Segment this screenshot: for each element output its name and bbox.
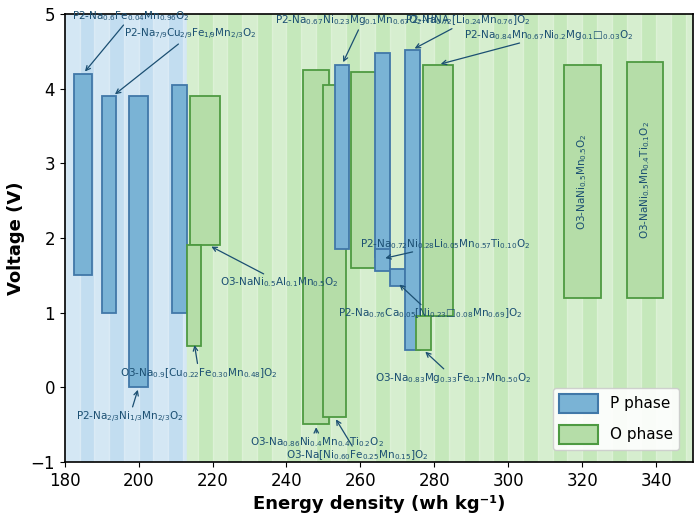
- Bar: [187, 14, 693, 462]
- Text: P2-Na$_{0.6}$Fe$_{0.04}$Mn$_{0.96}$O$_2$: P2-Na$_{0.6}$Fe$_{0.04}$Mn$_{0.96}$O$_2$: [72, 9, 190, 70]
- Text: O3-Na$_{0.9}$[Cu$_{0.22}$Fe$_{0.30}$Mn$_{0.48}$]O$_2$: O3-Na$_{0.9}$[Cu$_{0.22}$Fe$_{0.30}$Mn$_…: [120, 346, 278, 380]
- Bar: [508, 14, 523, 462]
- Text: P2-Na$_{2/3}$Ni$_{1/3}$Mn$_{2/3}$O$_2$: P2-Na$_{2/3}$Ni$_{1/3}$Mn$_{2/3}$O$_2$: [76, 391, 183, 425]
- Bar: [74, 74, 92, 275]
- Bar: [301, 14, 316, 462]
- Bar: [331, 14, 346, 462]
- Text: O3-NaNi$_{0.5}$Mn$_{0.5}$O$_2$: O3-NaNi$_{0.5}$Mn$_{0.5}$O$_2$: [575, 133, 589, 229]
- Bar: [335, 64, 349, 249]
- Bar: [153, 14, 168, 462]
- Bar: [375, 249, 390, 271]
- Bar: [303, 70, 329, 424]
- Text: P2-Na$_{0.67}$Ni$_{0.23}$Mg$_{0.1}$Mn$_{0.67}$O$_2$-HNA: P2-Na$_{0.67}$Ni$_{0.23}$Mg$_{0.1}$Mn$_{…: [275, 14, 451, 61]
- Legend: P phase, O phase: P phase, O phase: [554, 388, 679, 450]
- Bar: [390, 14, 405, 462]
- Bar: [213, 14, 228, 462]
- Text: O3-NaNi$_{0.5}$Al$_{0.1}$Mn$_{0.5}$O$_2$: O3-NaNi$_{0.5}$Al$_{0.1}$Mn$_{0.5}$O$_2$: [213, 247, 339, 289]
- Text: O3-Na[Ni$_{0.60}$Fe$_{0.25}$Mn$_{0.15}$]O$_2$: O3-Na[Ni$_{0.60}$Fe$_{0.25}$Mn$_{0.15}$]…: [286, 421, 429, 462]
- Bar: [360, 14, 375, 462]
- Bar: [323, 85, 346, 417]
- Bar: [568, 14, 582, 462]
- Bar: [64, 14, 187, 462]
- Text: O3-Na$_{0.83}$Mg$_{0.33}$Fe$_{0.17}$Mn$_{0.50}$O$_2$: O3-Na$_{0.83}$Mg$_{0.33}$Fe$_{0.17}$Mn$_…: [375, 353, 531, 385]
- Y-axis label: Voltage (V): Voltage (V): [7, 181, 25, 295]
- Text: P2-Na$_{0.72}$[Li$_{0.24}$Mn$_{0.76}$]O$_2$: P2-Na$_{0.72}$[Li$_{0.24}$Mn$_{0.76}$]O$…: [405, 14, 530, 48]
- Bar: [626, 62, 664, 297]
- Text: P2-Na$_{7/9}$Cu$_{2/9}$Fe$_{1/9}$Mn$_{2/3}$O$_2$: P2-Na$_{7/9}$Cu$_{2/9}$Fe$_{1/9}$Mn$_{2/…: [116, 27, 256, 94]
- Bar: [538, 14, 552, 462]
- Bar: [626, 14, 641, 462]
- Bar: [187, 245, 202, 346]
- Bar: [190, 96, 220, 245]
- X-axis label: Energy density (wh kg⁻¹): Energy density (wh kg⁻¹): [253, 495, 505, 513]
- Bar: [351, 72, 377, 268]
- Text: P2-Na$_{0.84}$Mn$_{0.67}$Ni$_{0.2}$Mg$_{0.1}$□$_{0.03}$O$_2$: P2-Na$_{0.84}$Mn$_{0.67}$Ni$_{0.2}$Mg$_{…: [442, 28, 634, 64]
- Bar: [656, 14, 671, 462]
- Bar: [94, 14, 109, 462]
- Bar: [686, 14, 693, 462]
- Bar: [272, 14, 286, 462]
- Bar: [416, 316, 430, 350]
- Bar: [183, 14, 198, 462]
- Text: O3-Na$_{0.86}$Ni$_{0.4}$Mn$_{0.4}$Ti$_{0.2}$O$_2$: O3-Na$_{0.86}$Ni$_{0.4}$Mn$_{0.4}$Ti$_{0…: [249, 428, 384, 449]
- Bar: [424, 64, 453, 316]
- Bar: [64, 14, 80, 462]
- Bar: [172, 85, 187, 313]
- Bar: [564, 64, 601, 297]
- Bar: [242, 14, 257, 462]
- Bar: [375, 53, 390, 256]
- Text: O3-NaNi$_{0.5}$Mn$_{0.4}$Ti$_{0.1}$O$_2$: O3-NaNi$_{0.5}$Mn$_{0.4}$Ti$_{0.1}$O$_2$: [638, 121, 652, 239]
- Text: P2-Na$_{0.76}$Ca$_{0.05}$[Ni$_{0.23}$□$_{0.08}$Mn$_{0.69}$]O$_2$: P2-Na$_{0.76}$Ca$_{0.05}$[Ni$_{0.23}$□$_…: [338, 285, 523, 320]
- Text: P2-Na$_{0.72}$Ni$_{0.28}$Li$_{0.05}$Mn$_{0.57}$Ti$_{0.10}$O$_2$: P2-Na$_{0.72}$Ni$_{0.28}$Li$_{0.05}$Mn$_…: [360, 238, 531, 259]
- Bar: [419, 14, 434, 462]
- Bar: [124, 14, 139, 462]
- Bar: [449, 14, 464, 462]
- Bar: [405, 50, 419, 350]
- Bar: [102, 96, 116, 313]
- Bar: [130, 96, 148, 387]
- Bar: [597, 14, 612, 462]
- Bar: [390, 269, 405, 287]
- Bar: [479, 14, 493, 462]
